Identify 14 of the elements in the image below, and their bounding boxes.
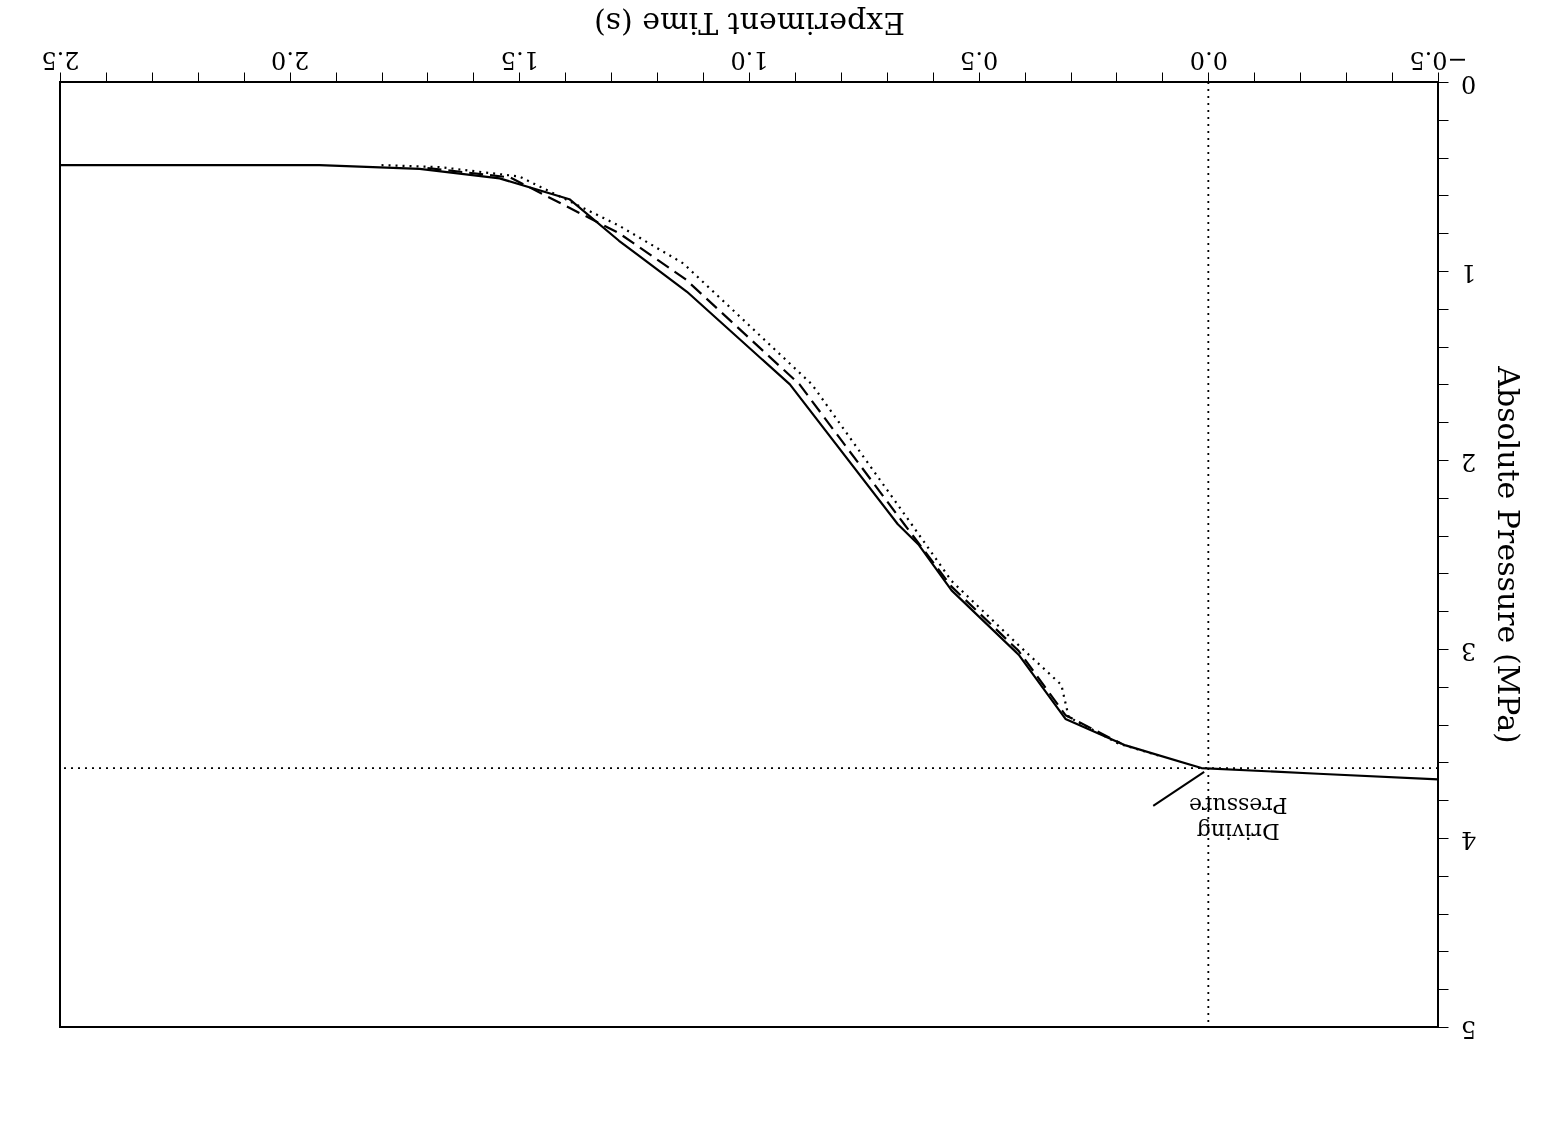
- x-tick-label: 1.5: [500, 45, 539, 74]
- y-tick-label: 2: [1460, 447, 1477, 476]
- y-tick-label: 3: [1460, 636, 1477, 665]
- x-tick-label: 2.0: [271, 45, 310, 74]
- x-tick-label: 0.5: [960, 45, 999, 74]
- x-tick-label: 0.0: [1189, 45, 1228, 74]
- annotation: Driving Pressure: [1188, 792, 1288, 844]
- y-tick-label: 5: [1460, 1014, 1477, 1043]
- y-axis-title: Absolute Pressure (MPa): [1491, 365, 1527, 744]
- y-tick-label: 1: [1460, 258, 1477, 287]
- x-tick-label: 2.5: [41, 45, 80, 74]
- x-tick-label: 1.0: [730, 45, 769, 74]
- y-tick-label: 4: [1460, 825, 1477, 854]
- x-axis-title: Experiment Time (s): [594, 5, 905, 41]
